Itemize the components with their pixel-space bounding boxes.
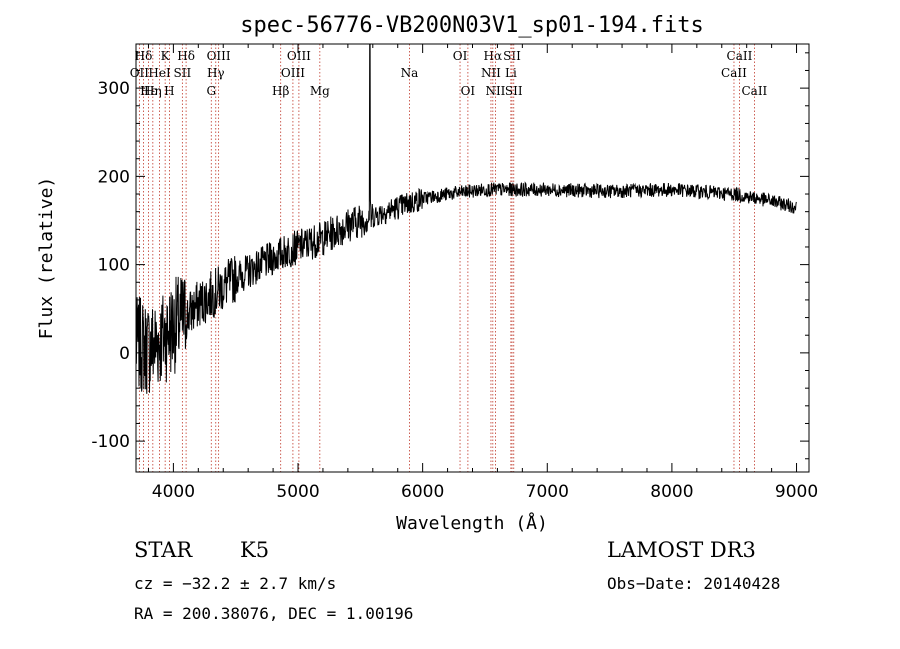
- x-tick-label-5: 9000: [775, 482, 818, 502]
- coordinates: RA = 200.38076, DEC = 1.00196: [134, 604, 414, 623]
- spectral-line-label-23: Li: [505, 66, 517, 80]
- chart-title: spec-56776-VB200N03V1_sp01-194.fits: [240, 13, 704, 38]
- y-tick-label-0: -100: [91, 432, 130, 452]
- spectral-line-label-15: Mg: [310, 84, 330, 98]
- x-tick-label-3: 7000: [526, 482, 569, 502]
- spectral-line-label-21: NII: [485, 84, 505, 98]
- spectral-line-label-20: NII: [481, 66, 501, 80]
- redshift-cz: cz = −32.2 ± 2.7 km/s: [134, 574, 337, 593]
- spectral-line-label-17: OI: [453, 49, 468, 63]
- spectral-line-label-8: H: [164, 84, 174, 98]
- spectral-line-label-9: OIII: [207, 49, 231, 63]
- spectral-line-label-6: Hδ: [177, 49, 195, 63]
- x-axis-label: Wavelength (Å): [396, 512, 548, 534]
- axis-ticks: 4000 5000 6000 7000 8000 9000 -100 0 100 200 300: [91, 44, 818, 502]
- object-class: STAR: [134, 538, 193, 562]
- y-tick-label-3: 200: [98, 167, 130, 187]
- x-tick-label-0: 4000: [152, 482, 195, 502]
- x-tick-label-4: 8000: [650, 482, 693, 502]
- spectral-line-label-10: Hγ: [207, 66, 225, 80]
- spectral-line-label-24: SII: [505, 84, 523, 98]
- spectral-line-label-25: CaII: [727, 49, 753, 63]
- spectral-line-label-16: Na: [401, 66, 419, 80]
- y-tick-label-2: 100: [98, 256, 130, 276]
- y-axis-label: Flux (relative): [36, 177, 57, 340]
- spectral-line-label-14: Hβ: [272, 84, 289, 98]
- spectral-line-label-3: K: [161, 49, 171, 63]
- spectral-line-label-12: OIII: [287, 49, 311, 63]
- plot-frame: [135, 43, 810, 473]
- spectral-line-label-26: CaII: [721, 66, 747, 80]
- object-subclass: K5: [240, 538, 270, 562]
- spectral-line-label-1: OII: [130, 66, 150, 80]
- observation-date: Obs−Date: 20140428: [607, 574, 781, 593]
- spectral-line-label-18: OI: [461, 84, 476, 98]
- survey-name: LAMOST DR3: [607, 538, 756, 562]
- spectrum-trace: [135, 43, 797, 394]
- spectral-line-label-19: Hα: [484, 49, 503, 63]
- x-tick-label-1: 5000: [276, 482, 319, 502]
- spectral-line-label-11: G: [206, 84, 216, 98]
- y-tick-label-4: 300: [98, 79, 130, 99]
- spectral-line-label-27: CaII: [741, 84, 767, 98]
- spectral-line-label-0: Hδ: [135, 49, 153, 63]
- spectral-line-label-4: HeI: [148, 66, 171, 80]
- spectral-line-label-7: SII: [174, 66, 192, 80]
- spectral-line-label-22: SII: [503, 49, 521, 63]
- y-tick-label-1: 0: [119, 344, 130, 364]
- x-tick-label-2: 6000: [401, 482, 444, 502]
- spectral-line-label-13: OIII: [281, 66, 305, 80]
- spectral-line-label-5: Hη: [144, 84, 162, 98]
